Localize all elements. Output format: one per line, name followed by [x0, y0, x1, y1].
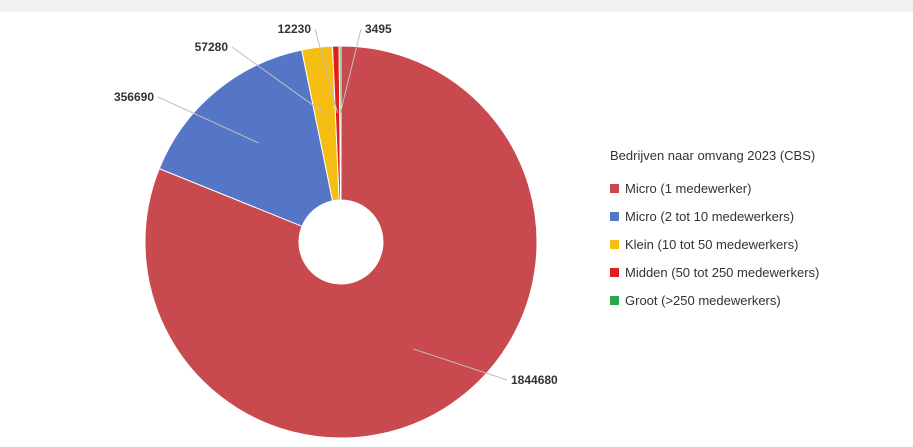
legend-swatch	[610, 295, 619, 305]
legend-swatch	[610, 239, 619, 249]
data-label-groot: 3495	[365, 22, 392, 36]
legend-swatch	[610, 183, 619, 193]
legend-item-midden: Midden (50 tot 250 medewerkers)	[610, 258, 819, 286]
leader-line-micro-2-10	[157, 96, 259, 144]
slice-micro-2-10	[158, 49, 334, 227]
legend-swatch	[610, 267, 619, 277]
data-label-micro-2-10: 356690	[114, 90, 154, 104]
data-label-klein: 57280	[195, 40, 229, 54]
data-label-micro-1: 1844680	[511, 373, 558, 387]
legend-item-klein: Klein (10 tot 50 medewerkers)	[610, 230, 819, 258]
legend-label: Micro (1 medewerker)	[625, 180, 752, 196]
legend-label: Micro (2 tot 10 medewerkers)	[625, 208, 795, 224]
legend-swatch	[610, 211, 619, 221]
legend-item-groot: Groot (>250 medewerkers)	[610, 286, 819, 314]
legend: Bedrijven naar omvang 2023 (CBS) Micro (…	[610, 148, 819, 314]
legend-item-micro-1: Micro (1 medewerker)	[610, 174, 819, 202]
leader-line-klein	[231, 46, 326, 115]
top-band	[0, 0, 913, 12]
legend-label: Groot (>250 medewerkers)	[625, 292, 781, 308]
data-label-midden: 12230	[278, 22, 312, 36]
slice-groot	[338, 45, 342, 201]
leader-line-groot	[339, 28, 362, 114]
leader-line-midden	[314, 28, 339, 114]
slice-micro-1	[144, 45, 538, 439]
legend-label: Midden (50 tot 250 medewerkers)	[625, 264, 820, 280]
legend-item-micro-2-10: Micro (2 tot 10 medewerkers)	[610, 202, 819, 230]
legend-title: Bedrijven naar omvang 2023 (CBS)	[610, 148, 816, 163]
leader-line-micro-1	[412, 348, 508, 381]
legend-label: Klein (10 tot 50 medewerkers)	[625, 236, 799, 252]
